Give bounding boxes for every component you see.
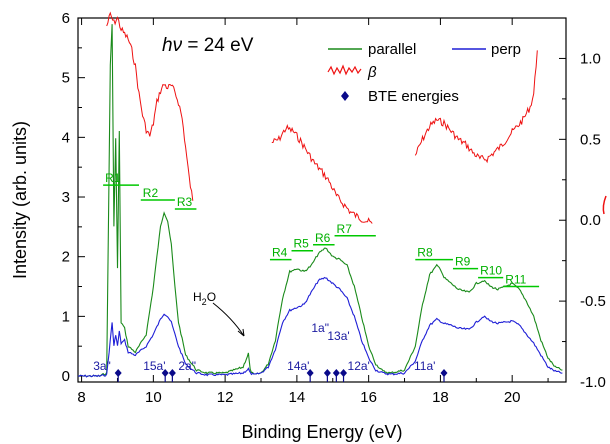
bte-marker-0	[114, 369, 122, 378]
x-tick-label-1: 10	[145, 389, 162, 406]
series-parallel-line	[77, 24, 563, 378]
region-label-7: R8	[417, 246, 433, 260]
x-tick-label-0: 8	[77, 389, 85, 406]
y2-tick-label-4: 1.0	[580, 50, 601, 67]
bte-marker-4	[323, 369, 331, 378]
region-label-1: R2	[143, 186, 159, 200]
y2-tick-label-2: 0.0	[580, 212, 601, 229]
series-beta-segment-0	[106, 11, 194, 201]
water-arrow	[212, 302, 245, 337]
photon-symbol: hν	[162, 35, 183, 56]
legend-label-perp: perp	[491, 41, 521, 58]
legend-label-parallel: parallel	[368, 41, 416, 58]
bte-label-2: 2a"	[178, 359, 196, 373]
x-axis-title: Binding Energy (eV)	[241, 422, 402, 442]
region-label-5: R6	[315, 231, 331, 245]
y-tick-label-2: 2	[62, 249, 70, 266]
bte-marker-7	[440, 369, 448, 378]
y-tick-label-0: 0	[62, 368, 70, 385]
bte-marker-6	[340, 369, 348, 378]
water-label: H2O	[193, 290, 216, 307]
water-label-sub: 2	[202, 297, 207, 307]
water-label-main: H	[193, 290, 202, 304]
x-tick-label-2: 12	[217, 389, 234, 406]
y-tick-label-3: 3	[62, 189, 70, 206]
series-perp-line	[77, 276, 563, 378]
bte-label-3: 14a'	[287, 359, 309, 373]
bte-label-0: 3a"	[93, 359, 111, 373]
bte-label-7: 11a'	[414, 359, 435, 373]
series-beta-segment-2	[414, 50, 538, 164]
region-label-8: R9	[455, 255, 471, 269]
y2-tick-label-3: 0.5	[580, 131, 601, 148]
bte-markers: 3a" 15a' 2a" 14a' 1a"13a' 12a' 11a'	[93, 321, 448, 382]
bte-marker-1	[161, 369, 169, 378]
water-arrowhead	[237, 328, 245, 337]
bte-marker-3	[306, 369, 314, 378]
region-label-4: R5	[294, 237, 310, 251]
photon-value: = 24 eV	[182, 35, 254, 56]
edge-red-mark	[602, 195, 607, 215]
y-axis-title: Intensity (arb. units)	[10, 121, 30, 279]
y2-tick-label-1: -0.5	[580, 293, 606, 310]
bte-label-4: 1a"	[311, 321, 329, 335]
legend-label-bte: BTE energies	[368, 88, 459, 105]
region-label-6: R7	[337, 222, 353, 236]
x-tick-label-3: 14	[289, 389, 306, 406]
legend-swatch-beta	[327, 64, 362, 76]
legend-label-beta: β	[367, 64, 377, 81]
x-tick-label-5: 18	[432, 389, 449, 406]
y-tick-label-6: 6	[62, 10, 70, 27]
x-tick-label-4: 16	[360, 389, 377, 406]
legend-swatch-bte	[341, 91, 349, 101]
region-label-10: R11	[505, 273, 526, 287]
y2-tick-label-0: -1.0	[580, 374, 606, 391]
region-label-2: R3	[177, 195, 193, 209]
series-layer	[77, 11, 563, 378]
y-tick-label-5: 5	[62, 70, 70, 87]
plot-frame	[77, 17, 567, 383]
legend: parallel perp β BTE energies	[327, 41, 521, 105]
bte-label-1: 15a'	[143, 359, 165, 373]
water-label-tail: O	[207, 290, 216, 304]
x-tick-label-6: 20	[504, 389, 521, 406]
region-label-0: R1	[105, 171, 121, 185]
series-beta-segment-1	[271, 124, 373, 224]
bte-marker-2	[168, 369, 176, 378]
photon-energy-annotation: hν = 24 eV	[162, 35, 254, 56]
bte-label-6: 12a'	[348, 359, 370, 373]
y-tick-label-1: 1	[62, 308, 70, 325]
region-label-9: R10	[480, 264, 502, 278]
bte-marker-5	[332, 369, 340, 378]
region-label-3: R4	[272, 246, 288, 260]
bte-label-5: 13a'	[327, 329, 349, 343]
y-tick-label-4: 4	[62, 129, 70, 146]
